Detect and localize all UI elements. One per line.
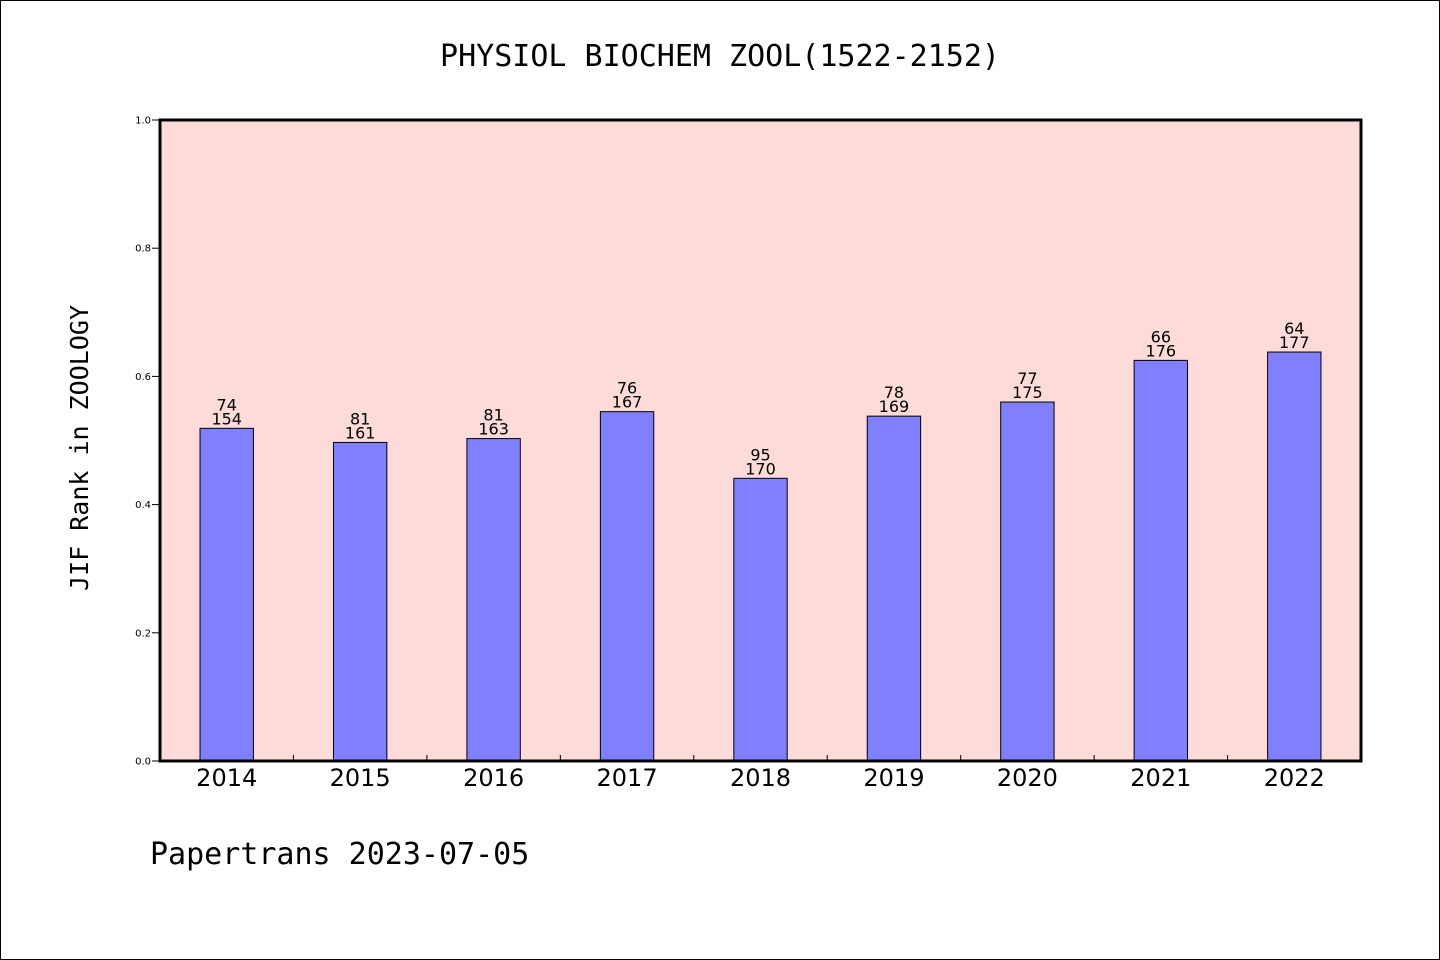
rank-label-2021: 66 xyxy=(1151,327,1171,346)
bar-2014 xyxy=(199,427,254,762)
total-label-2021: 176 xyxy=(1146,341,1177,360)
rank-label-2018: 95 xyxy=(750,445,770,464)
total-label-2015: 161 xyxy=(345,423,376,442)
rank-label-2016: 81 xyxy=(483,406,503,425)
rank-label-2019: 78 xyxy=(884,383,904,402)
rank-label-2015: 81 xyxy=(350,409,370,428)
rank-label-2014: 74 xyxy=(217,395,237,414)
total-label-2020: 175 xyxy=(1012,383,1043,402)
x-tick-label-2016: 2016 xyxy=(463,764,524,792)
rank-label-2022: 64 xyxy=(1284,319,1304,338)
x-tick-label-2015: 2015 xyxy=(330,764,391,792)
total-label-2017: 167 xyxy=(612,393,643,412)
x-tick-label-2022: 2022 xyxy=(1264,764,1325,792)
total-label-2014: 154 xyxy=(211,409,242,428)
y-axis-label: JIF Rank in ZOOLOGY xyxy=(65,305,94,591)
bar-2020 xyxy=(1000,401,1055,762)
bar-2017 xyxy=(599,411,655,762)
total-label-2019: 169 xyxy=(879,397,910,416)
y-tick-label: 0.0 xyxy=(135,757,151,768)
bar-2022 xyxy=(1267,351,1322,762)
x-tick-label-2020: 2020 xyxy=(997,764,1058,792)
bar-2015 xyxy=(332,441,388,762)
rank-label-2020: 77 xyxy=(1017,369,1037,388)
x-tick-label-2017: 2017 xyxy=(597,764,658,792)
x-tick-label-2018: 2018 xyxy=(730,764,791,792)
chart-title: PHYSIOL BIOCHEM ZOOL(1522-2152) xyxy=(440,39,1000,74)
x-tick-label-2014: 2014 xyxy=(196,764,257,792)
total-label-2022: 177 xyxy=(1279,333,1310,352)
x-tick-label-2021: 2021 xyxy=(1130,764,1191,792)
y-tick-label: 0.8 xyxy=(135,244,151,255)
rank-label-2017: 76 xyxy=(617,379,637,398)
x-tick-label-2019: 2019 xyxy=(863,764,924,792)
y-tick-label: 0.6 xyxy=(135,372,151,383)
plot-border xyxy=(158,118,1363,763)
axis-layer: 0.00.20.40.60.81.07415420148116120158116… xyxy=(135,116,1325,793)
bar-2019 xyxy=(866,415,922,762)
footer-text: Papertrans 2023-07-05 xyxy=(150,837,529,872)
bar-2018 xyxy=(733,477,788,762)
total-label-2018: 170 xyxy=(745,459,776,478)
total-label-2016: 163 xyxy=(478,420,509,439)
y-tick-label: 0.2 xyxy=(135,628,151,639)
y-tick-label: 0.4 xyxy=(135,500,151,511)
y-tick-label: 1.0 xyxy=(135,116,151,127)
bar-2021 xyxy=(1133,359,1189,762)
bar-2016 xyxy=(466,438,521,762)
bars-layer xyxy=(199,351,1322,762)
